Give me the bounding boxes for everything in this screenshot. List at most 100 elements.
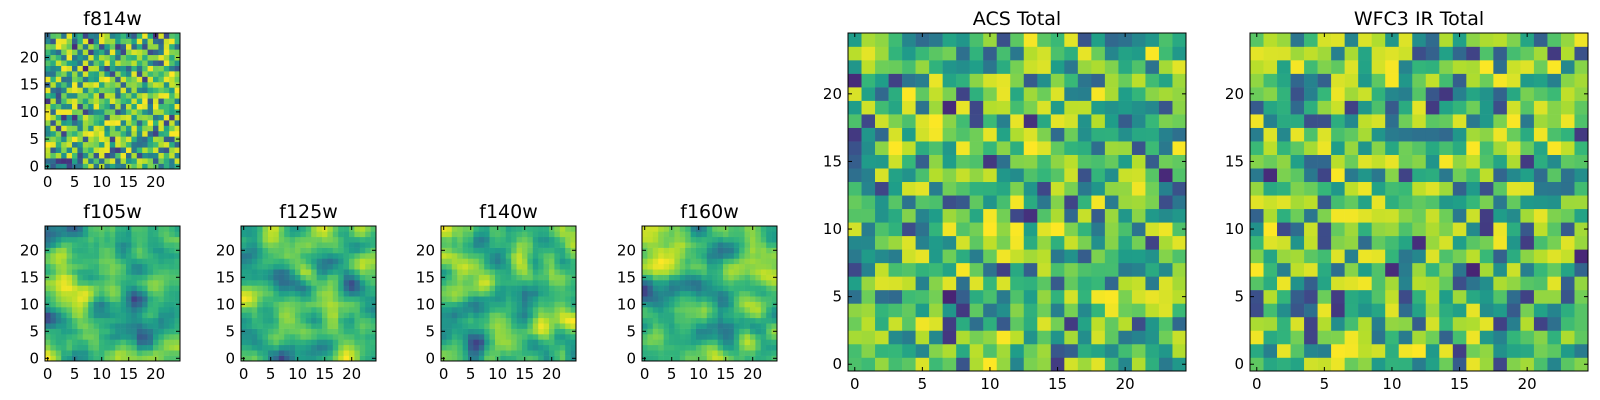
heatmap-cell [354, 274, 361, 281]
heatmap-cell [88, 263, 94, 270]
heatmap-cell [126, 98, 132, 105]
heatmap-cell [289, 296, 296, 302]
heatmap-cell [647, 247, 654, 254]
heatmap-cell [652, 355, 659, 362]
heatmap-cell [66, 301, 73, 308]
heatmap-cell [174, 43, 181, 50]
heatmap-cell [1412, 235, 1427, 250]
heatmap-cell [902, 289, 916, 304]
heatmap-cell [647, 355, 654, 362]
heatmap-cell [1023, 330, 1038, 345]
heatmap-cell [55, 355, 62, 362]
heatmap-cell [902, 222, 916, 237]
heatmap-cell [136, 301, 143, 308]
heatmap-cell [359, 323, 366, 329]
heatmap-cell [169, 54, 175, 61]
heatmap-cell [484, 339, 490, 346]
heatmap-cell [131, 92, 138, 99]
heatmap-cell [109, 109, 116, 115]
heatmap-cell [996, 262, 1011, 277]
heatmap-cell [679, 301, 686, 308]
heatmap-cell [45, 147, 51, 153]
heatmap-cell [327, 350, 334, 356]
heatmap-cell [349, 307, 355, 313]
heatmap-cell [484, 274, 490, 281]
heatmap-cell [1131, 154, 1146, 169]
heatmap-cell [262, 307, 269, 313]
heatmap-cell [674, 280, 681, 286]
y-tick-label: 15 [20, 76, 39, 94]
heatmap-cell [147, 258, 154, 265]
heatmap-cell [327, 280, 334, 286]
heatmap-cell [82, 109, 89, 115]
heatmap-cell [305, 301, 312, 308]
heatmap-cell [505, 328, 512, 335]
heatmap-cell [55, 147, 62, 153]
heatmap-cell [457, 285, 463, 292]
heatmap-cell [104, 81, 111, 88]
heatmap-cell [332, 242, 339, 248]
heatmap-cell [728, 296, 735, 302]
heatmap-cell [1263, 357, 1278, 372]
heatmap-cell [142, 274, 148, 281]
heatmap-cell [61, 130, 67, 137]
heatmap-cell [559, 296, 566, 302]
heatmap-cell [1412, 343, 1427, 358]
heatmap-cell [1344, 87, 1359, 101]
heatmap-cell [115, 158, 121, 164]
heatmap-cell [169, 49, 175, 56]
heatmap-cell [332, 317, 339, 324]
heatmap-cell [956, 87, 970, 101]
heatmap-cell [701, 253, 708, 259]
heatmap-cell [131, 328, 138, 335]
heatmap-cell [701, 274, 708, 281]
heatmap-cell [929, 262, 943, 277]
heatmap-cell [109, 344, 116, 351]
heatmap-cell [473, 328, 480, 335]
heatmap-cell [284, 269, 290, 275]
heatmap-cell [1290, 195, 1305, 210]
heatmap-cell [332, 263, 339, 270]
heatmap-cell [1506, 208, 1521, 223]
heatmap-cell [495, 253, 501, 259]
heatmap-cell [153, 312, 159, 319]
heatmap-cell [1506, 100, 1521, 115]
heatmap-cell [478, 247, 485, 254]
heatmap-cell [55, 65, 62, 72]
heatmap-cell [652, 274, 659, 281]
heatmap-cell [241, 231, 247, 238]
heatmap-cell [538, 339, 544, 346]
heatmap-cell [174, 125, 181, 132]
heatmap-cell [61, 253, 67, 259]
heatmap-cell [554, 312, 561, 319]
heatmap-cell [77, 147, 84, 153]
heatmap-cell [284, 323, 290, 329]
heatmap-cell [354, 355, 361, 362]
heatmap-cell [109, 296, 116, 302]
heatmap-cell [109, 136, 116, 143]
heatmap-cell [642, 263, 648, 270]
heatmap-cell [153, 120, 159, 126]
heatmap-cell [120, 355, 127, 362]
heatmap-cell [343, 231, 350, 238]
heatmap-cell [354, 344, 361, 351]
heatmap-cell [131, 114, 138, 121]
heatmap-cell [163, 125, 170, 132]
heatmap-cell [61, 38, 67, 45]
heatmap-cell [88, 33, 94, 39]
heatmap-cell [126, 323, 132, 329]
heatmap-cell [712, 323, 718, 329]
heatmap-cell [848, 316, 862, 331]
heatmap-cell [370, 344, 377, 351]
heatmap-cell [554, 334, 561, 340]
heatmap-cell [733, 334, 740, 340]
heatmap-cell [733, 226, 740, 232]
heatmap-cell [511, 296, 517, 302]
heatmap-cell [251, 328, 258, 335]
heatmap-cell [136, 49, 143, 56]
heatmap-cell [289, 317, 296, 324]
heatmap-cell [1091, 343, 1106, 358]
heatmap-cell [142, 236, 148, 243]
heatmap-cell [696, 247, 702, 254]
heatmap-cell [82, 280, 89, 286]
